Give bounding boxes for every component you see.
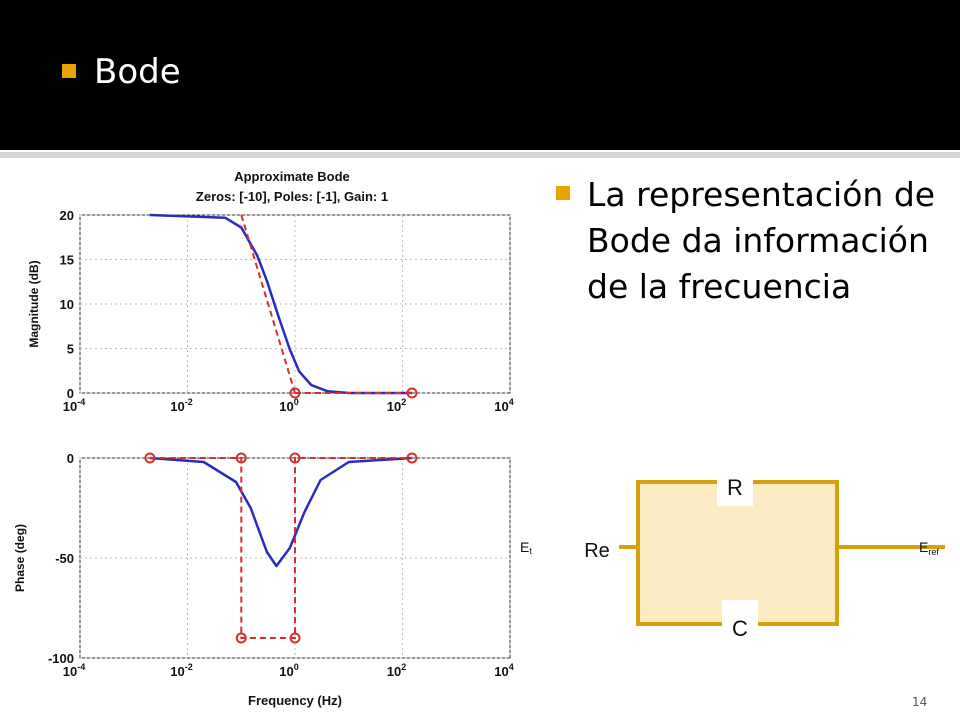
y-tick-label: 20 [60,208,74,223]
magnitude-panel: 0 5 10 15 20 10-4 10-2 100 102 104 Magnitude (dB… [27,208,514,414]
y-tick-label: 0 [67,451,74,466]
magnitude-x-ticks: 10-4 10-2 100 102 104 [63,397,514,414]
x-tick-label: 10-4 [63,397,85,414]
title-band [0,0,960,150]
title-divider [0,150,960,158]
asymptote-marker [406,387,418,399]
page-number: 14 [912,695,928,709]
series-line-actual [149,213,412,395]
eref-label: Eref [919,539,939,557]
asymptote-marker [289,452,301,464]
x-tick-label: 104 [494,662,513,679]
circuit-diagram: R C Re Et Eref [520,470,945,640]
phase-panel: -100 -50 0 10-4 10-2 100 102 104 Phase (deg) [13,451,514,679]
series-line-asymptote [149,457,412,639]
phase-y-ticks: -100 -50 0 [48,451,74,666]
series-line-asymptote [240,214,296,394]
y-tick-label: 0 [67,386,74,401]
slide-title: Bode [62,48,181,96]
et-label-main: E [520,539,529,555]
series-line-actual [149,456,413,568]
y-tick-label: -100 [48,651,74,666]
x-tick-label: 10-4 [63,662,85,679]
x-tick-label: 10-2 [170,397,192,414]
x-tick-label: 104 [494,397,513,414]
re-label-box [573,535,619,563]
slide-title-text: Bode [94,52,181,92]
y-tick-label: 5 [67,342,74,357]
asymptote-marker [289,632,301,644]
asymptote-marker [235,452,247,464]
bode-plot-figure: Approximate Bode Zeros: [-10], Poles: [-… [0,160,540,715]
y-tick-label: -50 [55,551,74,566]
plot-title-line2: Zeros: [-10], Poles: [-1], Gain: 1 [196,189,388,204]
bullet-text: La representación de Bode da información… [587,175,936,306]
asymptote-marker [406,452,418,464]
resistor-label: R [727,475,743,500]
y-tick-label: 10 [60,297,74,312]
bullet-square-icon [556,186,570,200]
phase-ylabel: Phase (deg) [13,524,27,592]
eref-label-main: E [919,539,928,555]
magnitude-ylabel: Magnitude (dB) [27,260,41,347]
plot-title-line1: Approximate Bode [234,169,350,184]
frequency-xlabel: Frequency (Hz) [248,693,342,708]
phase-series [144,452,418,644]
resistor-label-box [717,470,753,506]
x-tick-label: 10-2 [170,662,192,679]
x-tick-label: 102 [387,662,406,679]
x-tick-label: 100 [279,662,298,679]
asymptote-marker [235,632,247,644]
capacitor-label: C [732,616,748,640]
magnitude-y-ticks: 0 5 10 15 20 [60,208,74,401]
x-tick-label: 102 [387,397,406,414]
bullet-square-icon [62,63,76,78]
phase-x-ticks: 10-4 10-2 100 102 104 [63,662,514,679]
y-tick-label: 15 [60,253,74,268]
re-label: Re [584,540,610,562]
x-tick-label: 100 [279,397,298,414]
bullet-point: La representación de Bode da información… [556,172,936,310]
capacitor-label-box [722,600,758,636]
et-label: Et [520,539,532,556]
asymptote-marker [289,387,301,399]
eref-label-sub: ref [928,547,939,557]
asymptote-marker [144,452,156,464]
et-label-sub: t [529,546,532,556]
magnitude-series [149,213,418,399]
